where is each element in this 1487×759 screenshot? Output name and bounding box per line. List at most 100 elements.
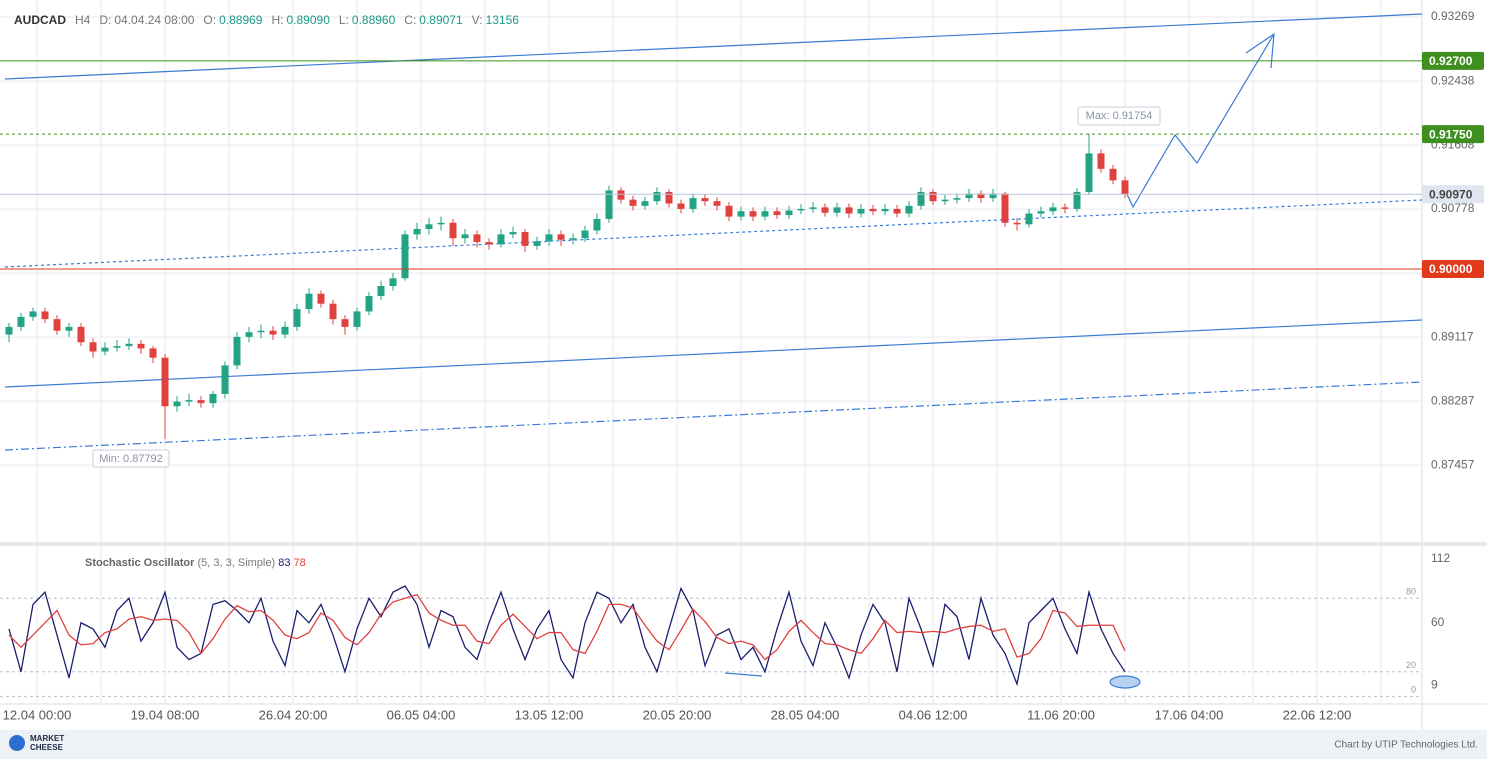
candle-body [701,198,709,202]
candle-body [617,190,625,200]
stoch-line [8,593,1126,661]
candle-body [1073,191,1081,209]
candle-body [41,311,49,320]
trend-line [4,199,1423,268]
candle-body [1049,207,1057,212]
candle-body [509,232,517,235]
header-label: L: [339,13,349,27]
candle-body [305,293,313,310]
candle-body [53,319,61,331]
candle-body [1001,193,1009,223]
x-tick-label: 19.04 08:00 [131,707,200,722]
candle-body [149,348,157,358]
candle-body [461,234,469,239]
candle-body [365,296,373,312]
candle-body [929,191,937,202]
logo-text: MARKET [30,734,64,743]
candle-body [161,357,169,407]
min-box [92,449,170,468]
forecast-arrow [1124,33,1275,209]
header-label: O: [203,13,216,27]
candle-body [629,199,637,206]
y-tick-label: 112 [1431,551,1450,565]
header-value: 0.89071 [419,13,463,27]
candle-body [749,211,757,217]
candle-body [677,203,685,209]
max-label: Max: 0.91754 [1086,110,1153,122]
candle-body [773,211,781,216]
candle-body [1121,180,1129,195]
candle-body [953,198,961,200]
candle-body [281,326,289,335]
candle-body [101,347,109,352]
stoch-level-label: 20 [1406,660,1416,670]
level-badge [1422,51,1484,70]
candle-body [557,234,565,240]
header-label: C: [404,13,416,27]
header-label: D: [99,13,111,27]
candle-body [485,242,493,245]
x-tick-label: 11.06 20:00 [1027,707,1095,722]
candle-body [77,326,85,343]
y-tick-label: 0.92438 [1431,73,1475,87]
candle-body [233,336,241,366]
x-tick-label: 17.06 04:00 [1155,707,1224,722]
candle-body [965,193,973,199]
credit: Chart by UTIP Technologies Ltd. [1334,740,1478,751]
candle-body [545,234,553,242]
candle-body [941,199,949,202]
stoch-header: Stochastic Oscillator (5, 3, 3, Simple) … [85,557,306,569]
header-value: 04.04.24 08:00 [114,13,194,27]
candle-body [377,286,385,297]
candle-body [329,303,337,320]
candle-body [317,293,325,304]
grid [0,0,1422,704]
level-badge [1422,125,1484,144]
candle-body [209,393,217,404]
y-tick-label: 0.93269 [1431,9,1475,23]
stoch-params: (5, 3, 3, Simple) [198,557,276,569]
header-value: 0.88960 [352,13,396,27]
candle-body [269,330,277,335]
candle-body [353,311,361,327]
candle-body [401,234,409,279]
logo-text: CHEESE [30,743,64,752]
candle-body [581,230,589,239]
max-box [1077,106,1161,126]
x-tick-label: 06.05 04:00 [387,707,456,722]
candle-body [389,278,397,287]
candle-body [761,211,769,217]
header-label: V: [472,13,483,27]
candle-body [449,222,457,239]
y-tick-label: 60 [1431,615,1445,629]
x-tick-label: 13.05 12:00 [515,707,584,722]
x-tick-label: 20.05 20:00 [643,707,712,722]
candle-body [29,311,37,317]
level-badge [1422,185,1484,204]
stoch-title: Stochastic Oscillator [85,557,195,569]
level-label: 0.90000 [1429,262,1473,276]
candle-body [893,208,901,214]
logo-icon [9,735,25,751]
candle-body [1085,153,1093,192]
x-tick-label: 28.05 04:00 [771,707,840,722]
candle-body [917,191,925,206]
candle-body [257,330,265,333]
logo: MARKET CHEESE [9,734,64,752]
plot [0,60,1422,687]
footer-bar [0,730,1487,759]
candle-body [881,208,889,212]
candle-body [341,319,349,327]
stoch-level-label: 80 [1406,587,1416,597]
header-label: AUDCAD [14,13,66,27]
candle-body [641,201,649,206]
candle-body [437,222,445,225]
candle-body [605,190,613,219]
candle-body [473,234,481,243]
candle-body [425,224,433,229]
x-tick-label: 04.06 12:00 [899,707,968,722]
level-label: 0.90970 [1429,187,1473,201]
y-tick-label: 0.88287 [1431,393,1475,407]
